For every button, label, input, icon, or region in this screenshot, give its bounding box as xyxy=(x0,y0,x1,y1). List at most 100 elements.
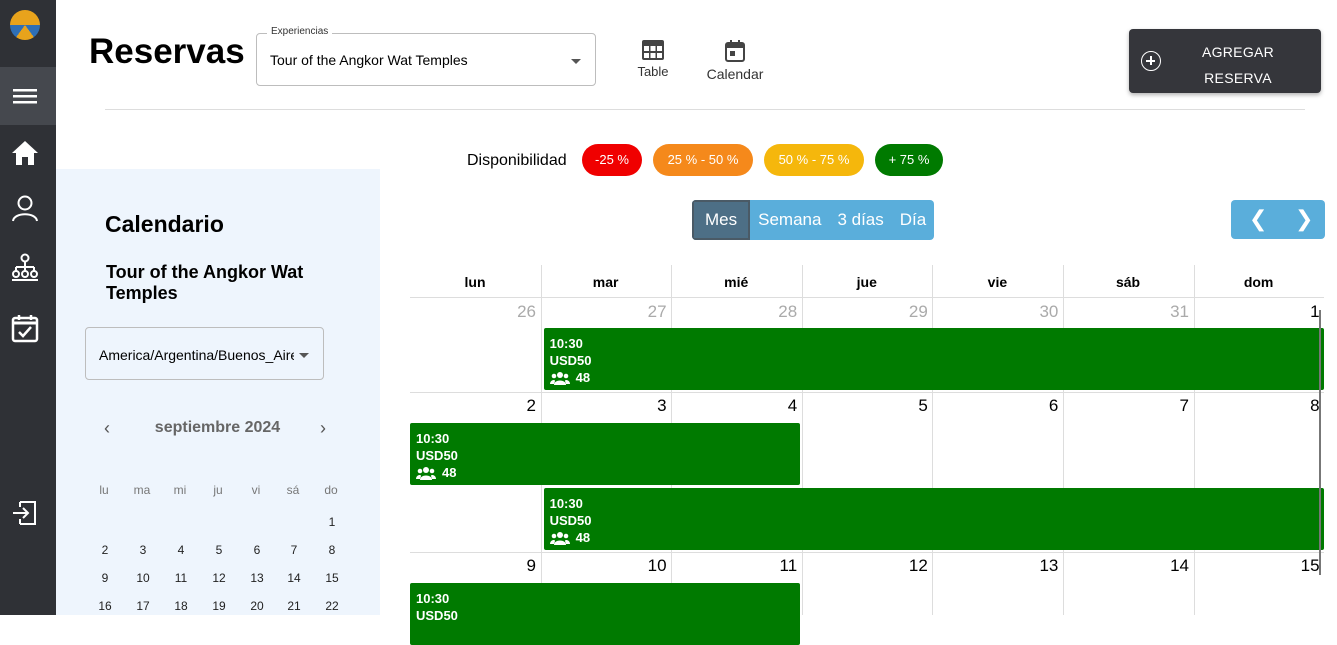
calendar-day-number[interactable]: 13 xyxy=(1039,556,1059,575)
calendar-dow-header: mar xyxy=(592,274,619,290)
experience-select-label: Experiencias xyxy=(267,26,333,37)
calendar-day-number[interactable]: 31 xyxy=(1170,302,1189,321)
calendar-day-number[interactable]: 8 xyxy=(1310,396,1320,415)
mini-calendar-day[interactable]: 15 xyxy=(325,571,339,585)
calendar-day-number[interactable]: 7 xyxy=(1179,396,1189,415)
mini-calendar-day[interactable]: 14 xyxy=(287,571,301,585)
mini-calendar-day[interactable]: 17 xyxy=(136,599,150,613)
mini-calendar-day[interactable]: 9 xyxy=(101,571,109,585)
calendar-day-number[interactable]: 5 xyxy=(918,396,928,415)
availability-chip-mid-high: 50 % - 75 % xyxy=(764,144,864,176)
calendar-dow-header: dom xyxy=(1243,274,1274,290)
experience-select[interactable]: Experiencias Tour of the Angkor Wat Temp… xyxy=(256,26,596,86)
event-price: USD50 xyxy=(416,608,458,623)
table-view-button[interactable]: Table xyxy=(634,40,672,79)
availability-chip-high: + 75 % xyxy=(875,144,943,176)
view-month-button[interactable]: Mes xyxy=(692,200,751,240)
mini-calendar-day[interactable]: 22 xyxy=(325,599,339,613)
add-circle-icon xyxy=(1141,51,1161,71)
mini-prev-month-button[interactable]: ‹ xyxy=(104,418,110,438)
left-panel-title: Calendario xyxy=(105,211,224,237)
mini-calendar-day[interactable]: 13 xyxy=(250,571,264,585)
users-icon xyxy=(549,371,570,385)
user-icon[interactable] xyxy=(10,193,40,223)
calendar-day-number[interactable]: 10 xyxy=(647,556,667,575)
mini-calendar-day[interactable]: 21 xyxy=(287,599,301,613)
event-capacity: 48 xyxy=(442,465,457,480)
mini-calendar-day[interactable]: 10 xyxy=(136,571,150,585)
next-period-button[interactable]: ❯ xyxy=(1295,206,1314,231)
logo xyxy=(10,10,40,40)
event-time: 10:30 xyxy=(416,591,450,606)
calendar-day-number[interactable]: 15 xyxy=(1300,556,1320,575)
calendar-day-number[interactable]: 2 xyxy=(526,396,536,415)
mini-calendar-dow: sá xyxy=(286,483,300,497)
table-icon xyxy=(642,40,664,60)
mini-calendar-day[interactable]: 3 xyxy=(139,543,147,557)
calendar-day-number[interactable]: 1 xyxy=(1310,302,1320,321)
mini-calendar-day[interactable]: 4 xyxy=(177,543,185,557)
view-three-days-button[interactable]: 3 días xyxy=(837,210,884,229)
calendar-event[interactable]: 10:30 USD50 xyxy=(410,583,800,645)
calendar-event[interactable]: 10:30 USD50 48 xyxy=(543,488,1324,550)
view-day-button[interactable]: Día xyxy=(899,210,927,229)
calendar-day-number[interactable]: 29 xyxy=(908,302,928,321)
mini-calendar-day[interactable]: 8 xyxy=(328,543,336,557)
hamburger-icon[interactable] xyxy=(10,81,40,111)
event-price: USD50 xyxy=(549,513,592,528)
add-reservation-button[interactable]: AGREGAR RESERVA xyxy=(1129,29,1321,93)
mini-calendar-dow: ju xyxy=(213,483,223,497)
mini-calendar-day[interactable]: 16 xyxy=(98,599,112,613)
mini-next-month-button[interactable]: › xyxy=(320,418,326,438)
calendar-view-button[interactable]: Calendar xyxy=(703,40,767,82)
event-price: USD50 xyxy=(416,448,458,463)
view-week-button[interactable]: Semana xyxy=(758,210,822,229)
period-navigation: ❮ ❯ xyxy=(1231,200,1325,239)
availability-label: Disponibilidad xyxy=(467,152,567,169)
calendar-row-divider xyxy=(410,392,1324,393)
calendar-day-number[interactable]: 27 xyxy=(647,302,667,321)
logout-icon[interactable] xyxy=(10,498,40,528)
timezone-value: America/Argentina/Buenos_Aires xyxy=(99,347,294,363)
organization-icon[interactable] xyxy=(10,252,40,282)
mini-calendar-dow: do xyxy=(324,483,338,497)
prev-period-button[interactable]: ❮ xyxy=(1249,206,1268,231)
calendar-day-number[interactable]: 12 xyxy=(908,556,928,575)
mini-calendar-day[interactable]: 1 xyxy=(328,515,336,529)
event-time: 10:30 xyxy=(549,336,583,351)
calendar-day-number[interactable]: 28 xyxy=(778,302,798,321)
mini-calendar-day[interactable]: 6 xyxy=(253,543,261,557)
mini-calendar-day[interactable]: 5 xyxy=(215,543,223,557)
mini-calendar-day[interactable]: 11 xyxy=(174,571,188,585)
calendar-day-number[interactable]: 26 xyxy=(517,302,536,321)
availability-chip-mid-low: 25 % - 50 % xyxy=(653,144,753,176)
calendar-day-number[interactable]: 6 xyxy=(1048,396,1059,415)
mini-calendar-day[interactable]: 7 xyxy=(290,543,298,557)
calendar-day-number[interactable]: 11 xyxy=(779,556,798,575)
calendar-day-number[interactable]: 9 xyxy=(526,556,536,575)
calendar-event[interactable]: 10:30 USD50 48 xyxy=(543,328,1324,390)
home-icon[interactable] xyxy=(10,138,40,168)
calendar-event[interactable]: 10:30 USD50 48 xyxy=(410,423,800,485)
chevron-down-icon xyxy=(299,353,309,358)
calendar-day-number[interactable]: 14 xyxy=(1170,556,1189,575)
mini-calendar-day[interactable]: 20 xyxy=(250,599,264,613)
calendar-row-divider xyxy=(410,552,1324,553)
event-time: 10:30 xyxy=(549,496,583,511)
header-divider xyxy=(105,109,1305,110)
users-icon xyxy=(549,531,570,545)
mini-calendar-day[interactable]: 18 xyxy=(174,599,188,613)
calendar-day-number[interactable]: 3 xyxy=(657,396,667,415)
mini-calendar-month: septiembre 2024 xyxy=(154,419,281,436)
event-capacity: 48 xyxy=(575,370,591,385)
calendar-day-number[interactable]: 30 xyxy=(1039,302,1059,321)
calendar-dow-header: jue xyxy=(856,274,877,290)
calendar-day-number[interactable]: 4 xyxy=(787,396,798,415)
mini-calendar-day[interactable]: 2 xyxy=(101,543,109,557)
calendar-check-icon[interactable] xyxy=(10,313,40,343)
scrollbar[interactable] xyxy=(1319,310,1321,575)
timezone-select[interactable]: America/Argentina/Buenos_Aires xyxy=(85,327,324,380)
mini-calendar-day[interactable]: 19 xyxy=(212,599,226,613)
event-price: USD50 xyxy=(549,353,592,368)
mini-calendar-day[interactable]: 12 xyxy=(212,571,226,585)
